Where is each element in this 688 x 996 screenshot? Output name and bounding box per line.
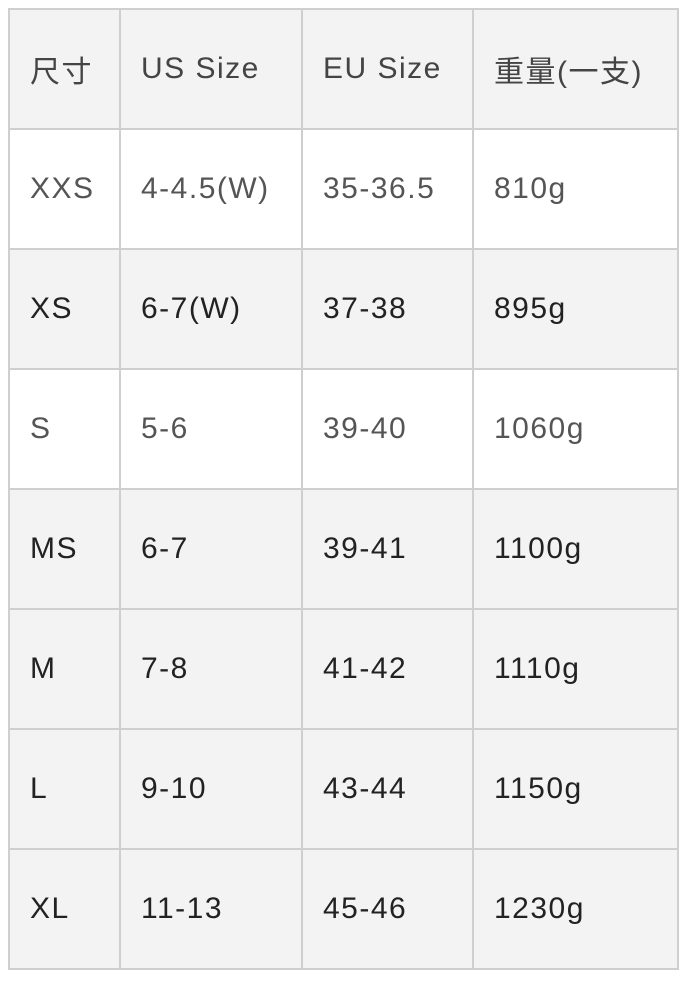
weight-cell: 810g <box>472 128 679 250</box>
header-us-size: US Size <box>119 8 303 130</box>
size-cell: XL <box>8 848 121 970</box>
eu-size-cell: 45-46 <box>301 848 474 970</box>
eu-size-cell: 39-41 <box>301 488 474 610</box>
size-cell: MS <box>8 488 121 610</box>
us-size-cell: 6-7(W) <box>119 248 303 370</box>
eu-size-cell: 43-44 <box>301 728 474 850</box>
us-size-cell: 4-4.5(W) <box>119 128 303 250</box>
us-size-cell: 11-13 <box>119 848 303 970</box>
table-row: M 7-8 41-42 1110g <box>8 608 679 730</box>
us-size-cell: 6-7 <box>119 488 303 610</box>
table-row: XL 11-13 45-46 1230g <box>8 848 679 970</box>
us-size-cell: 5-6 <box>119 368 303 490</box>
table-row: XS 6-7(W) 37-38 895g <box>8 248 679 370</box>
size-cell: L <box>8 728 121 850</box>
header-eu-size: EU Size <box>301 8 474 130</box>
weight-cell: 1150g <box>472 728 679 850</box>
weight-cell: 1060g <box>472 368 679 490</box>
size-cell: S <box>8 368 121 490</box>
size-cell: XXS <box>8 128 121 250</box>
size-cell: XS <box>8 248 121 370</box>
eu-size-cell: 35-36.5 <box>301 128 474 250</box>
size-chart-table: 尺寸 US Size EU Size 重量(一支) XXS 4-4.5(W) 3… <box>8 8 679 970</box>
us-size-cell: 9-10 <box>119 728 303 850</box>
header-size: 尺寸 <box>8 8 121 130</box>
table-row: XXS 4-4.5(W) 35-36.5 810g <box>8 128 679 250</box>
table-row: L 9-10 43-44 1150g <box>8 728 679 850</box>
weight-cell: 1110g <box>472 608 679 730</box>
eu-size-cell: 39-40 <box>301 368 474 490</box>
weight-cell: 1230g <box>472 848 679 970</box>
size-cell: M <box>8 608 121 730</box>
table-row: MS 6-7 39-41 1100g <box>8 488 679 610</box>
weight-cell: 895g <box>472 248 679 370</box>
us-size-cell: 7-8 <box>119 608 303 730</box>
header-row: 尺寸 US Size EU Size 重量(一支) <box>8 8 679 130</box>
table-row: S 5-6 39-40 1060g <box>8 368 679 490</box>
weight-cell: 1100g <box>472 488 679 610</box>
eu-size-cell: 37-38 <box>301 248 474 370</box>
header-weight: 重量(一支) <box>472 8 679 130</box>
eu-size-cell: 41-42 <box>301 608 474 730</box>
